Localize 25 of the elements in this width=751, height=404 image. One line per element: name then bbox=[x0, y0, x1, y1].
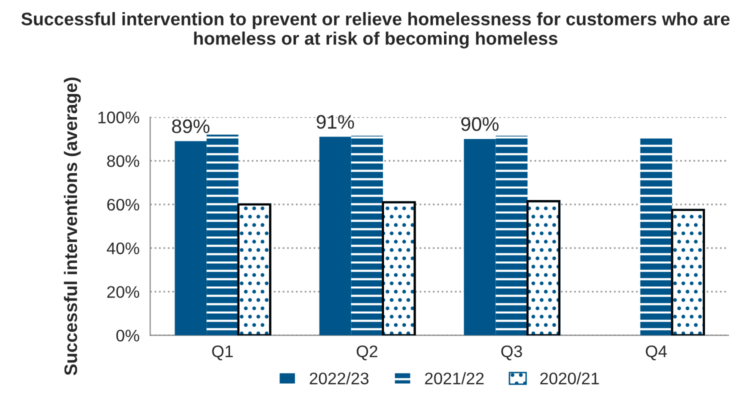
y-axis-title: Successful interventions (average) bbox=[64, 78, 81, 376]
bar bbox=[351, 136, 383, 336]
x-tick-label: Q3 bbox=[501, 345, 522, 360]
bar bbox=[206, 134, 238, 336]
bar bbox=[319, 136, 352, 336]
bar bbox=[496, 136, 528, 336]
y-tick-label: 80% bbox=[107, 155, 140, 167]
x-tick-label: Q2 bbox=[356, 345, 378, 360]
bar bbox=[640, 136, 672, 336]
x-tick-label: Q1 bbox=[212, 345, 233, 360]
legend-label: 2020/21 bbox=[540, 372, 599, 384]
data-label: 90% bbox=[461, 117, 499, 131]
legend-label: 2022/23 bbox=[310, 372, 368, 384]
bar bbox=[174, 141, 207, 336]
y-tick-label: 40% bbox=[106, 242, 140, 254]
data-label: 89% bbox=[172, 119, 210, 134]
x-tick-label: Q4 bbox=[646, 345, 667, 360]
y-tick-label: 20% bbox=[107, 286, 140, 298]
y-tick-label: 60% bbox=[107, 198, 140, 211]
legend-label: 2021/22 bbox=[425, 372, 484, 384]
y-tick-label: 100% bbox=[98, 112, 140, 124]
data-label: 91% bbox=[316, 115, 354, 129]
y-tick-label: 0% bbox=[116, 330, 140, 342]
bar bbox=[464, 138, 496, 336]
chart-title: Successful intervention to prevent or relieve homelessness for customers who are homeless or at risk of becoming homeless bbox=[21, 12, 730, 48]
